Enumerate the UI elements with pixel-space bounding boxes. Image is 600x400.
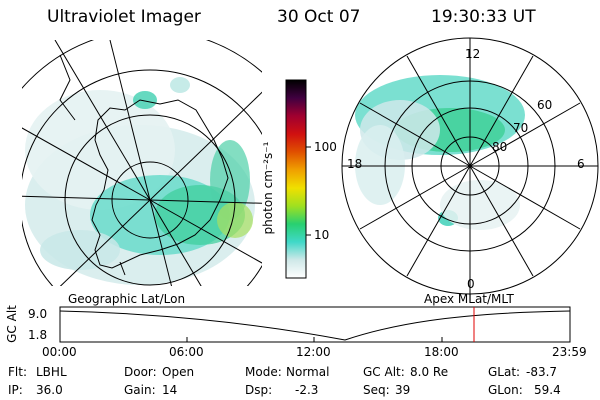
orbit-xtick: 23:59 xyxy=(552,345,587,359)
info-mode-value: Normal xyxy=(286,365,330,379)
left-grid xyxy=(22,40,262,286)
info-seq-value: 39 xyxy=(395,383,411,397)
info-flt-label: Flt: xyxy=(8,365,27,379)
right-map-caption: Apex MLat/MLT xyxy=(424,292,514,306)
orbit-xtick: 18:00 xyxy=(424,345,459,359)
info-gcalt-value: 8.0 Re xyxy=(410,365,449,379)
info-glat-value: -83.7 xyxy=(526,365,558,379)
info-dsp-value: -2.3 xyxy=(295,383,319,397)
mlt-label-12: 12 xyxy=(465,47,481,61)
info-flt-value: LBHL xyxy=(36,365,67,379)
magnetic-map xyxy=(341,37,599,295)
mlt-label-6: 6 xyxy=(577,157,585,171)
mlt-label-0: 0 xyxy=(467,277,475,291)
orbit-plot xyxy=(59,306,571,343)
date-label: 30 Oct 07 xyxy=(277,7,361,27)
orbit-xtick: 00:00 xyxy=(42,345,77,359)
info-glat-label: GLat: xyxy=(488,365,521,379)
info-dsp-label: Dsp: xyxy=(245,383,273,397)
orbit-ylabel: GC Alt xyxy=(5,305,19,343)
time-label: 19:30:33 UT xyxy=(431,7,536,27)
info-mode-label: Mode: xyxy=(245,365,282,379)
orbit-ytick-bottom: 1.8 xyxy=(28,328,48,342)
geographic-map xyxy=(22,40,262,286)
info-glon-value: 59.4 xyxy=(534,383,561,397)
mlt-label-18: 18 xyxy=(347,157,363,171)
info-gcalt-label: GC Alt: xyxy=(363,365,405,379)
info-door-value: Open xyxy=(162,365,195,379)
info-gain-label: Gain: xyxy=(124,383,156,397)
colorbar-tick-100: 100 xyxy=(314,140,337,154)
mlat-label-70: 70 xyxy=(513,121,529,135)
info-ip-value: 36.0 xyxy=(36,383,63,397)
mlat-label-80: 80 xyxy=(492,140,508,154)
orbit-ytick-top: 9.0 xyxy=(28,307,48,321)
info-door-label: Door: xyxy=(124,365,157,379)
left-map-caption: Geographic Lat/Lon xyxy=(68,292,186,306)
colorbar xyxy=(285,79,311,279)
altitude-curve xyxy=(59,310,571,341)
info-seq-label: Seq: xyxy=(363,383,390,397)
instrument-title: Ultraviolet Imager xyxy=(47,7,201,27)
info-ip-label: IP: xyxy=(8,383,23,397)
colorbar-tick-10: 10 xyxy=(314,228,330,242)
info-glon-label: GLon: xyxy=(488,383,523,397)
colorbar-unit-label: photon cm⁻²s⁻¹ xyxy=(261,141,275,235)
coastline xyxy=(91,99,229,269)
orbit-xtick: 12:00 xyxy=(296,345,331,359)
mlat-label-60: 60 xyxy=(537,98,553,112)
left-emission xyxy=(25,77,255,285)
orbit-xtick: 06:00 xyxy=(169,345,204,359)
info-gain-value: 14 xyxy=(162,383,178,397)
